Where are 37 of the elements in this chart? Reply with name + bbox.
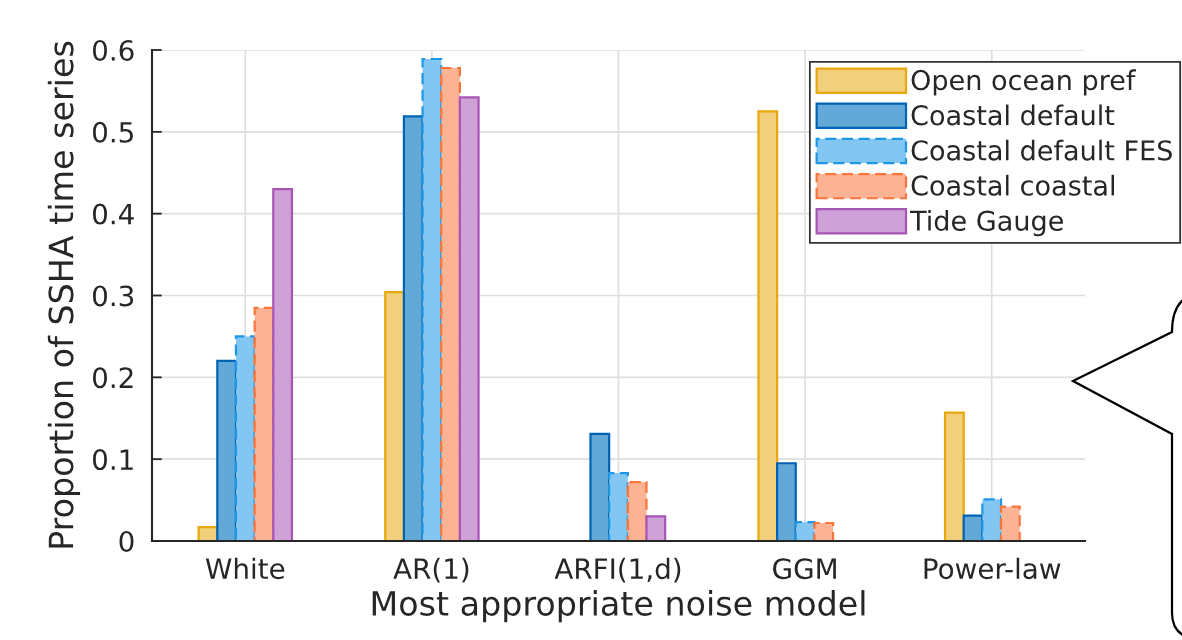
y-tick-label: 0.3 <box>92 285 134 307</box>
y-tick-label: 0.4 <box>92 203 134 225</box>
x-tick-label: ARFI(1,d) <box>554 557 681 583</box>
x-axis-title: Most appropriate noise model <box>372 590 865 623</box>
y-tick-label: 0.5 <box>92 121 133 143</box>
legend-label: Coastal coastal <box>911 174 1114 196</box>
bar <box>813 521 835 541</box>
bar <box>757 110 779 541</box>
bar <box>645 515 667 541</box>
y-tick-label: 0 <box>119 530 134 552</box>
legend-label: Tide Gauge <box>909 209 1063 237</box>
bar <box>384 291 406 541</box>
bar <box>216 359 238 541</box>
bar <box>440 66 461 541</box>
bar <box>943 411 965 541</box>
bar <box>776 462 797 541</box>
x-tick-label: Power-law <box>924 557 1061 580</box>
x-tick-label: AR(1) <box>393 557 469 583</box>
bar <box>626 480 648 541</box>
y-tick-label: 0.6 <box>92 39 134 61</box>
bar <box>458 96 480 541</box>
x-tick-label: White <box>205 557 285 580</box>
legend-label: Coastal default <box>911 104 1115 126</box>
y-axis-title: Proportion of SSHA time series <box>47 41 81 548</box>
legend-label: Open ocean pref <box>911 69 1136 96</box>
bar <box>589 432 611 541</box>
y-tick-label: 0.1 <box>92 449 133 471</box>
bar <box>999 505 1021 541</box>
y-tick-label: 0.2 <box>92 367 133 389</box>
bar <box>234 335 256 541</box>
bar <box>981 498 1003 541</box>
x-tick-label: GGM <box>773 558 836 580</box>
legend-label: Coastal default FES <box>911 139 1172 161</box>
bar <box>272 188 294 541</box>
bar <box>608 471 629 541</box>
bar <box>794 521 816 541</box>
bar <box>421 57 443 541</box>
